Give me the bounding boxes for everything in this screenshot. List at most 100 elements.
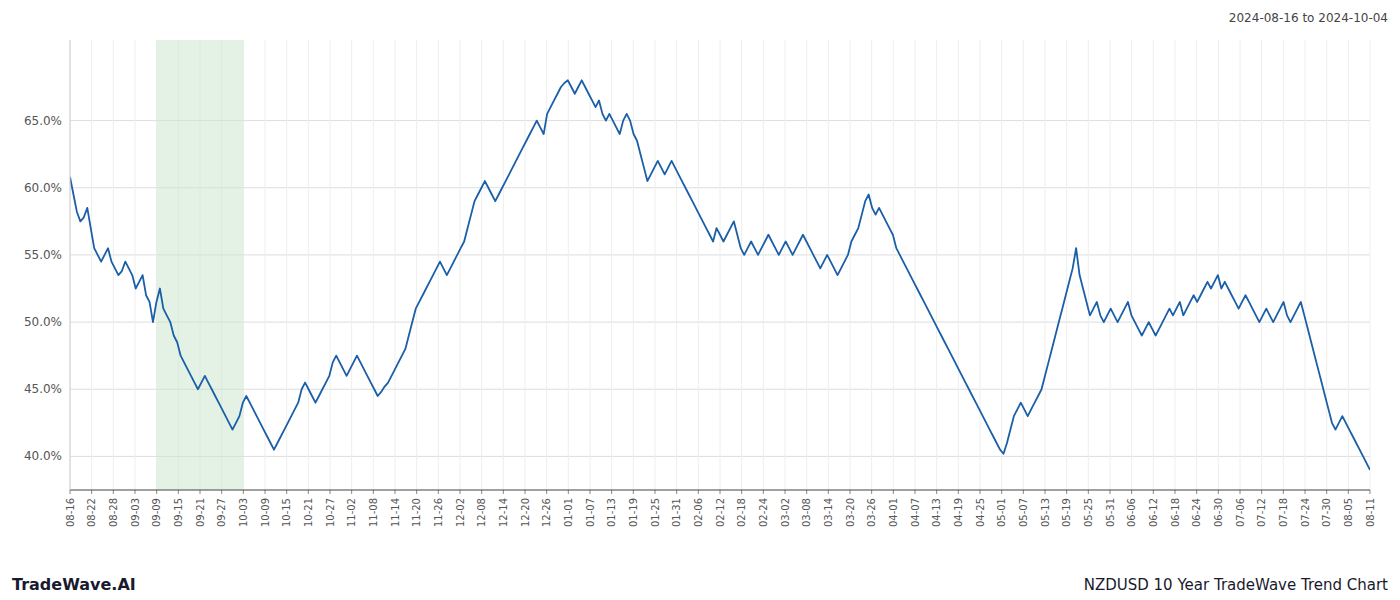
x-tick-label: 09-09 bbox=[151, 498, 162, 527]
x-grid-line bbox=[1023, 40, 1024, 490]
x-tick-label: 03-08 bbox=[801, 498, 812, 527]
x-grid-line bbox=[850, 40, 851, 490]
x-grid-line bbox=[568, 40, 569, 490]
x-grid-line bbox=[871, 40, 872, 490]
y-tick-label: 50.0% bbox=[24, 315, 62, 329]
x-tick-label: 05-13 bbox=[1040, 498, 1051, 527]
x-grid-line bbox=[1370, 40, 1371, 490]
x-tick-label: 02-06 bbox=[693, 498, 704, 527]
grid bbox=[70, 40, 1370, 490]
x-tick-label: 10-09 bbox=[260, 498, 271, 527]
x-tick-label: 10-03 bbox=[238, 498, 249, 527]
x-grid-line bbox=[698, 40, 699, 490]
x-tick-label: 11-08 bbox=[368, 498, 379, 527]
x-grid-line bbox=[1261, 40, 1262, 490]
x-grid-line bbox=[676, 40, 677, 490]
x-tick-label: 06-18 bbox=[1170, 498, 1181, 527]
x-tick-label: 11-14 bbox=[390, 498, 401, 527]
x-tick-label: 08-16 bbox=[65, 498, 76, 527]
x-tick-label: 01-13 bbox=[606, 498, 617, 527]
x-tick-label: 02-24 bbox=[758, 498, 769, 527]
x-grid-line bbox=[1283, 40, 1284, 490]
x-tick-label: 02-12 bbox=[715, 498, 726, 527]
y-tick-label: 55.0% bbox=[24, 248, 62, 262]
x-grid-line bbox=[373, 40, 374, 490]
x-grid-line bbox=[893, 40, 894, 490]
x-grid-line bbox=[351, 40, 352, 490]
x-tick-label: 01-01 bbox=[563, 498, 574, 527]
x-grid-line bbox=[525, 40, 526, 490]
x-grid-line bbox=[980, 40, 981, 490]
x-tick-label: 11-02 bbox=[346, 498, 357, 527]
x-tick-label: 06-24 bbox=[1191, 498, 1202, 527]
x-grid-line bbox=[1045, 40, 1046, 490]
x-tick-label: 05-31 bbox=[1105, 498, 1116, 527]
x-tick-label: 01-19 bbox=[628, 498, 639, 527]
x-grid-line bbox=[1240, 40, 1241, 490]
x-grid-line bbox=[655, 40, 656, 490]
x-grid-line bbox=[1348, 40, 1349, 490]
x-grid-line bbox=[1218, 40, 1219, 490]
x-grid-line bbox=[503, 40, 504, 490]
x-grid-line bbox=[1088, 40, 1089, 490]
plot-area bbox=[70, 40, 1370, 490]
x-tick-label: 05-19 bbox=[1061, 498, 1072, 527]
x-tick-label: 10-27 bbox=[325, 498, 336, 527]
x-grid-line bbox=[91, 40, 92, 490]
x-axis-line bbox=[70, 489, 1370, 490]
x-grid-line bbox=[1066, 40, 1067, 490]
x-tick-label: 02-18 bbox=[736, 498, 747, 527]
x-grid-line bbox=[1326, 40, 1327, 490]
x-tick-label: 03-26 bbox=[866, 498, 877, 527]
x-tick-label: 01-07 bbox=[585, 498, 596, 527]
x-tick-label: 09-15 bbox=[173, 498, 184, 527]
x-tick-label: 11-26 bbox=[433, 498, 444, 527]
x-grid-line bbox=[416, 40, 417, 490]
x-tick-label: 10-15 bbox=[281, 498, 292, 527]
x-tick-label: 04-07 bbox=[910, 498, 921, 527]
x-tick-label: 04-25 bbox=[975, 498, 986, 527]
x-tick-label: 08-28 bbox=[108, 498, 119, 527]
line bbox=[70, 80, 1370, 470]
x-tick-label: 01-25 bbox=[650, 498, 661, 527]
x-grid-line bbox=[763, 40, 764, 490]
y-tick-label: 40.0% bbox=[24, 449, 62, 463]
y-tick-label: 45.0% bbox=[24, 382, 62, 396]
x-grid-line bbox=[785, 40, 786, 490]
x-grid-line bbox=[915, 40, 916, 490]
x-tick-label: 05-07 bbox=[1018, 498, 1029, 527]
x-grid-line bbox=[460, 40, 461, 490]
x-tick-label: 08-11 bbox=[1365, 498, 1376, 527]
x-grid-line bbox=[958, 40, 959, 490]
x-grid-line bbox=[590, 40, 591, 490]
title: NZDUSD 10 Year TradeWave Trend Chart bbox=[1084, 576, 1388, 594]
y-tick-label: 65.0% bbox=[24, 114, 62, 128]
x-grid-line bbox=[1131, 40, 1132, 490]
x-tick-label: 05-01 bbox=[996, 498, 1007, 527]
x-grid-line bbox=[1153, 40, 1154, 490]
x-tick-label: 06-12 bbox=[1148, 498, 1159, 527]
x-tick-label: 05-25 bbox=[1083, 498, 1094, 527]
x-grid-line bbox=[806, 40, 807, 490]
x-grid-line bbox=[265, 40, 266, 490]
x-grid-line bbox=[1175, 40, 1176, 490]
x-grid-line bbox=[1196, 40, 1197, 490]
x-tick-label: 09-03 bbox=[130, 498, 141, 527]
x-tick-label: 03-14 bbox=[823, 498, 834, 527]
x-grid-line bbox=[308, 40, 309, 490]
x-tick-label: 10-21 bbox=[303, 498, 314, 527]
y-tick-label: 60.0% bbox=[24, 181, 62, 195]
background bbox=[0, 0, 1400, 600]
x-grid-line bbox=[1305, 40, 1306, 490]
x-tick-label: 09-27 bbox=[216, 498, 227, 527]
x-tick-label: 12-14 bbox=[498, 498, 509, 527]
x-grid-line bbox=[633, 40, 634, 490]
x-grid-line bbox=[481, 40, 482, 490]
y-axis-line bbox=[70, 40, 71, 490]
x-tick-label: 12-20 bbox=[520, 498, 531, 527]
x-tick-label: 12-26 bbox=[541, 498, 552, 527]
x-grid-line bbox=[1001, 40, 1002, 490]
subtitle: 2024-08-16 to 2024-10-04 bbox=[1229, 11, 1388, 25]
x-tick-label: 08-22 bbox=[86, 498, 97, 527]
x-grid-line bbox=[828, 40, 829, 490]
